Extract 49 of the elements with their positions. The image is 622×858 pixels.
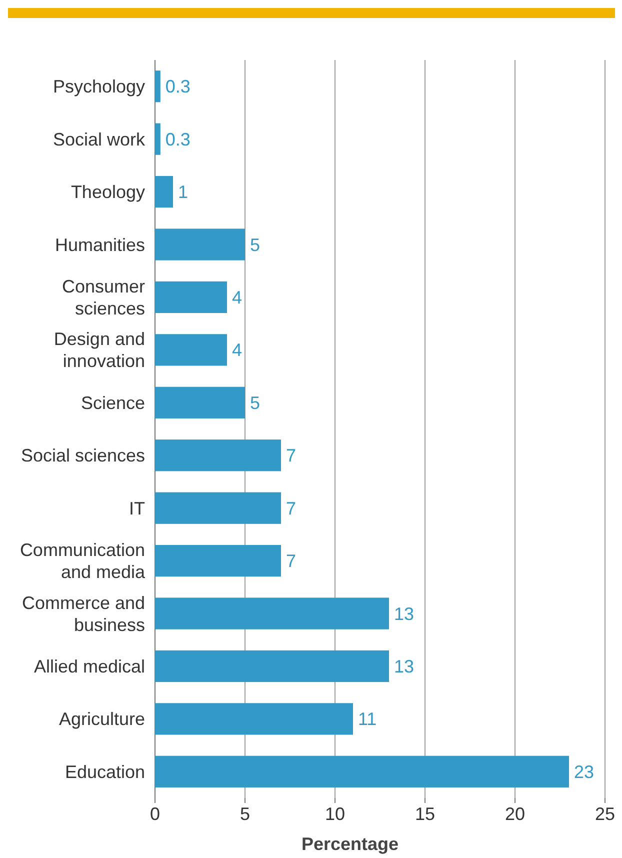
bar: [155, 440, 281, 472]
x-tick-label: 10: [324, 804, 346, 824]
data-label: 11: [358, 709, 377, 730]
data-label: 1: [178, 182, 188, 202]
data-label: 23: [574, 762, 594, 782]
data-label: 13: [394, 604, 414, 624]
data-label: 5: [250, 234, 260, 255]
x-axis-title: Percentage: [301, 834, 399, 854]
x-tick-label: 0: [150, 804, 160, 824]
y-tick-label: Design and innovation: [54, 329, 145, 372]
y-tick-label: Theology: [70, 182, 145, 202]
data-label: 5: [250, 392, 260, 413]
bar: [155, 386, 245, 418]
bar: [155, 544, 281, 577]
x-tick-label: 15: [414, 804, 436, 824]
y-tick-label: Consumer sciences: [62, 276, 146, 319]
data-label: 7: [286, 446, 296, 466]
data-label: 13: [394, 656, 414, 677]
x-tick-label: 5: [240, 804, 250, 824]
bar: [155, 281, 227, 314]
bar: [155, 756, 569, 788]
data-label: 7: [286, 498, 296, 518]
bar: [155, 123, 160, 155]
bar: [155, 703, 353, 735]
data-label: 0.3: [165, 76, 190, 97]
y-tick-label: Allied medical: [34, 656, 145, 677]
bar: [155, 650, 389, 682]
bar: [155, 598, 389, 630]
y-tick-label: Commerce and business: [22, 592, 145, 635]
bar: [155, 176, 173, 208]
y-tick-label: Social work: [52, 129, 146, 150]
x-tick-label: 20: [504, 804, 526, 824]
y-tick-label: Psychology: [52, 76, 145, 97]
bar: [155, 228, 245, 260]
data-label: 4: [232, 340, 242, 360]
y-tick-label: IT: [129, 498, 145, 518]
y-tick-label: Communication and media: [20, 540, 146, 582]
data-label: 7: [286, 551, 296, 572]
y-tick-label: Agriculture: [58, 709, 145, 730]
bar: [155, 492, 281, 524]
x-tick-label: 25: [594, 804, 616, 824]
bar: [155, 70, 160, 102]
data-label: 0.3: [165, 129, 190, 150]
data-label: 4: [232, 288, 242, 308]
y-tick-label: Education: [64, 762, 145, 782]
y-tick-label: Social sciences: [20, 446, 145, 466]
y-tick-label: Science: [80, 392, 145, 413]
bar: [155, 334, 227, 366]
y-tick-label: Humanities: [54, 234, 145, 255]
